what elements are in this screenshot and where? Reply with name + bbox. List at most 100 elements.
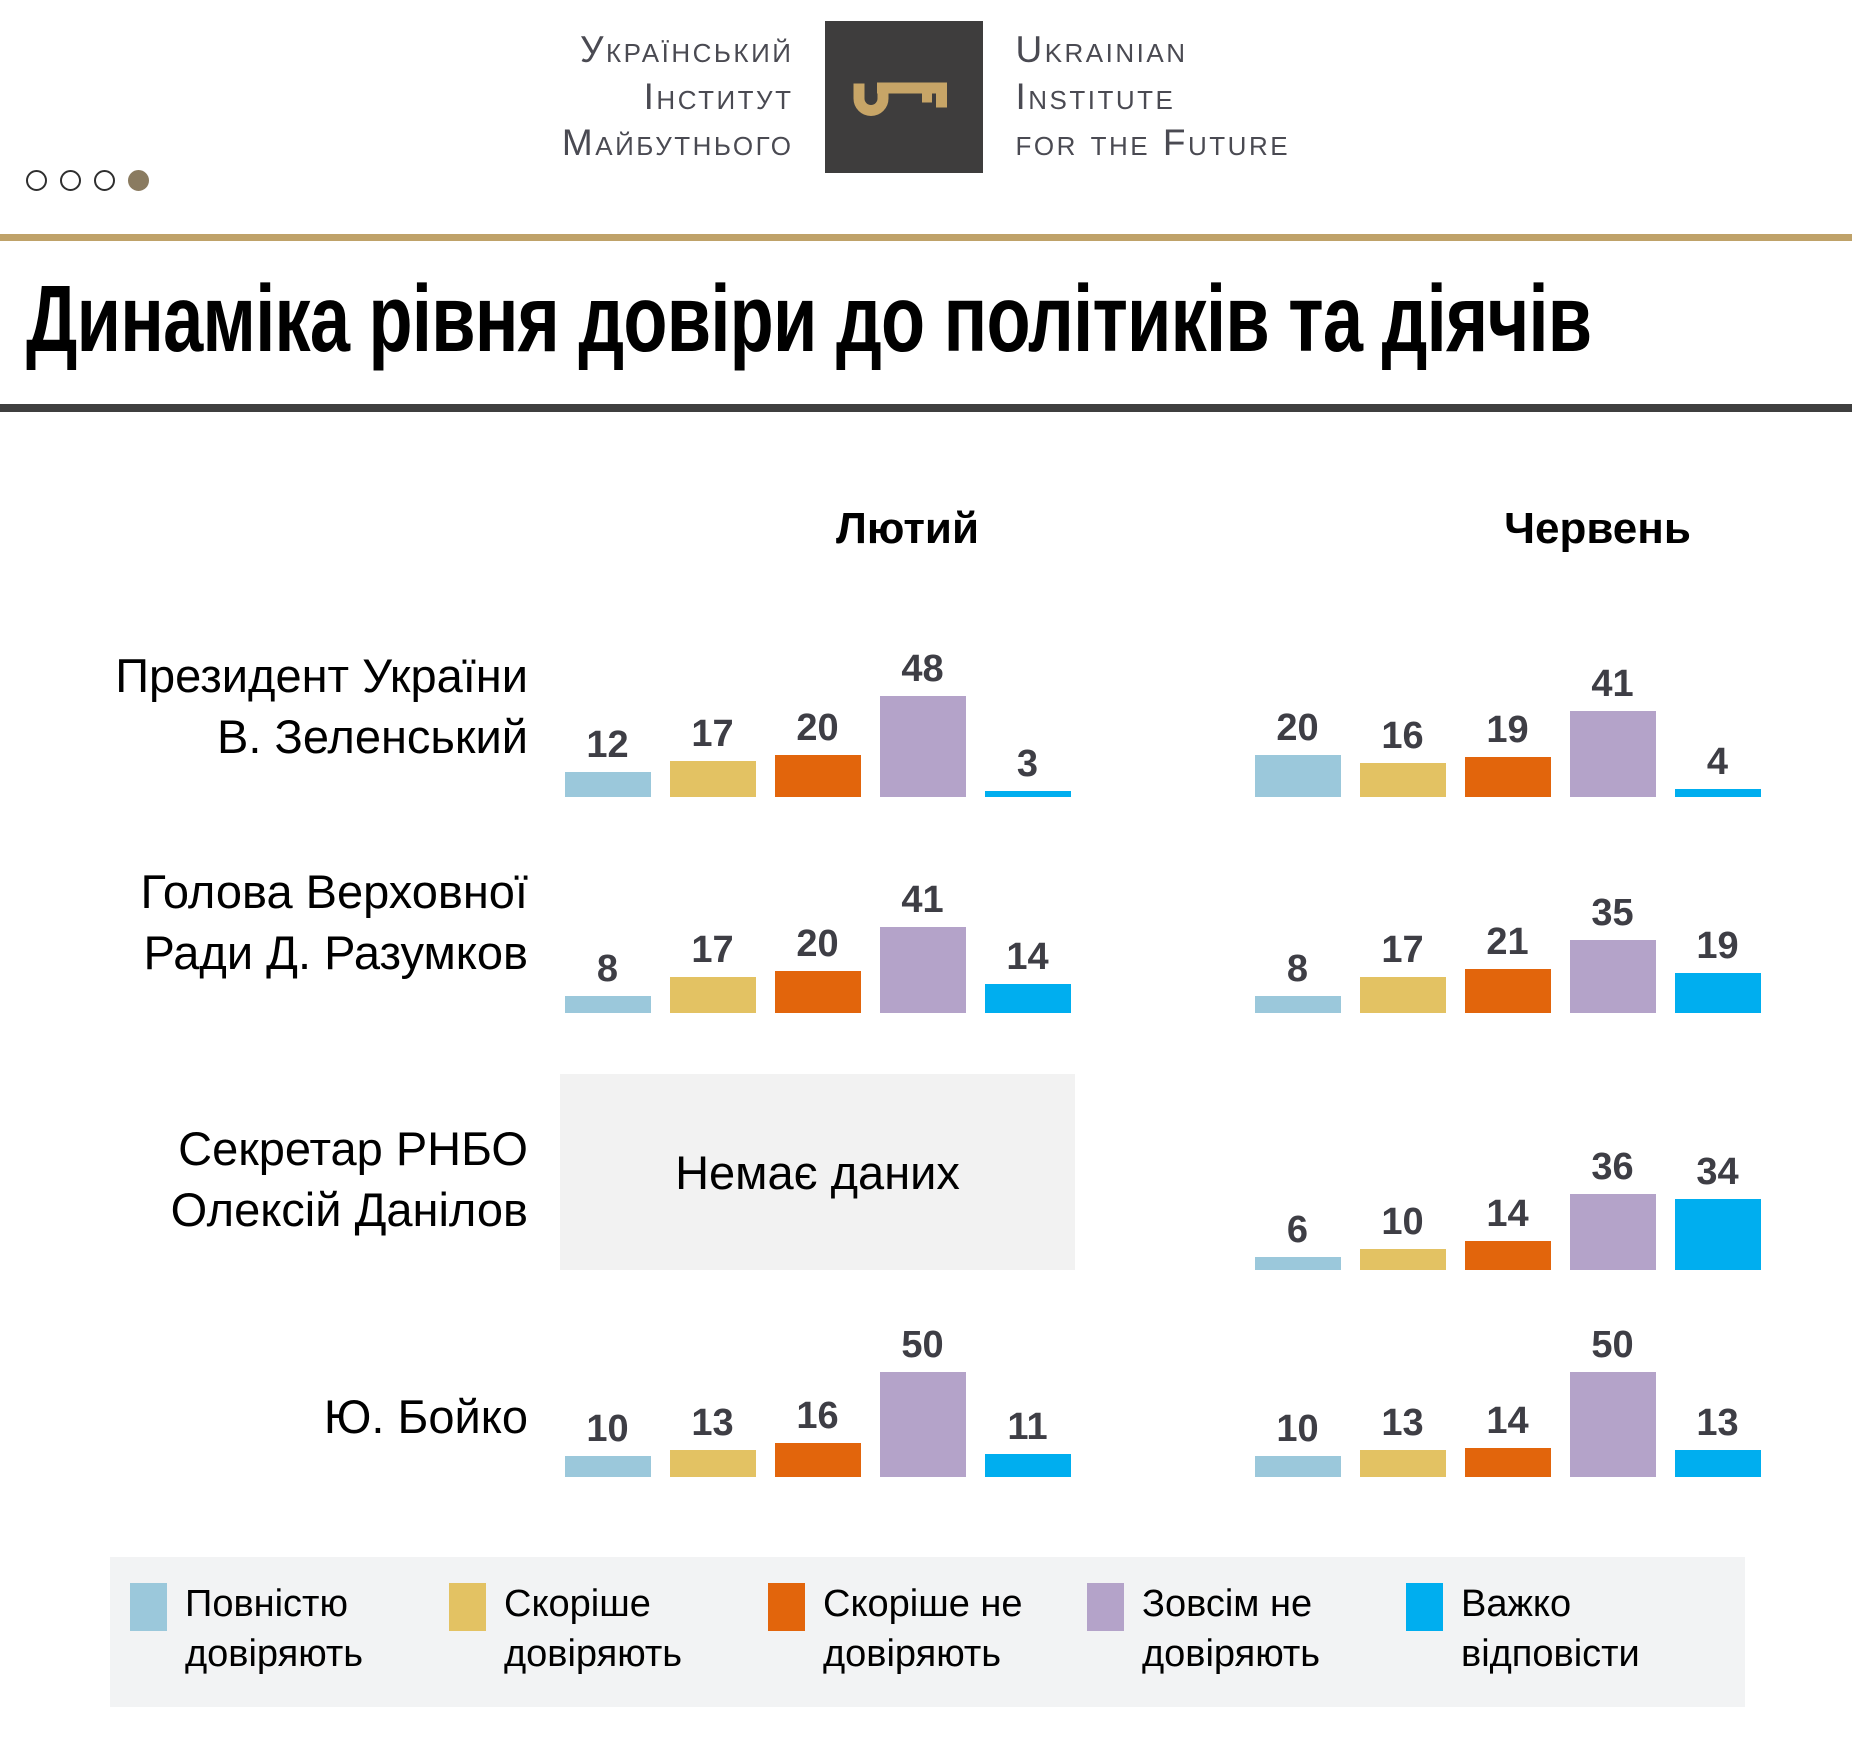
bar-with-value: 50: [879, 1324, 966, 1477]
chart-rows: Президент України В. Зеленський 12 17 20 48 3 2…: [0, 562, 1852, 1477]
bar-value: 41: [901, 878, 944, 921]
bar-value: 14: [1486, 1192, 1529, 1235]
bar-with-value: 41: [879, 878, 966, 1013]
bar: [1464, 1447, 1551, 1477]
bar: [669, 761, 756, 797]
bar-group-jun: 10 13 14 50 13: [1250, 1270, 1765, 1477]
legend-label: Повністю довіряють: [185, 1583, 364, 1676]
bar-group-feb: 12 17 20 48 3: [560, 562, 1075, 797]
bar-value: 34: [1696, 1150, 1739, 1193]
legend-swatch: [130, 1583, 167, 1631]
bar-value: 21: [1486, 920, 1529, 963]
column-gap: [1075, 1013, 1250, 1270]
bar: [1569, 939, 1656, 1013]
bar: [1254, 996, 1341, 1013]
bar: [669, 1449, 756, 1477]
bar-value: 13: [1696, 1401, 1739, 1444]
row-label: Голова Верховної Ради Д. Разумков: [0, 797, 560, 1013]
column-gap: [1075, 562, 1250, 797]
bar: [879, 926, 966, 1013]
bar-with-value: 41: [1569, 662, 1656, 797]
bar-value: 50: [901, 1324, 944, 1366]
row-label: Ю. Бойко: [0, 1270, 560, 1477]
bar-value: 11: [1007, 1405, 1048, 1448]
bar-with-value: 12: [564, 723, 651, 797]
bar: [984, 983, 1071, 1013]
bar: [1464, 968, 1551, 1013]
bar-with-value: 13: [669, 1402, 756, 1477]
bar: [879, 1372, 966, 1477]
column-gap: [1075, 797, 1250, 1013]
legend-item: Повністю довіряють: [130, 1579, 449, 1679]
bar: [1569, 710, 1656, 797]
logo-uk-line1: Український: [580, 28, 794, 70]
carousel-dot[interactable]: [60, 170, 81, 191]
row-label: Президент України В. Зеленський: [0, 562, 560, 797]
bar-with-value: 8: [1254, 948, 1341, 1013]
bar-value: 10: [1276, 1408, 1319, 1450]
bar-value: 35: [1591, 891, 1634, 934]
carousel-dot[interactable]: [94, 170, 115, 191]
bar-with-value: 14: [1464, 1192, 1551, 1270]
bar-with-value: 10: [1254, 1408, 1341, 1477]
bar-with-value: 50: [1569, 1324, 1656, 1477]
bar-group-jun: 20 16 19 41 4: [1250, 562, 1765, 797]
chart-row: Президент України В. Зеленський 12 17 20 48 3 2…: [0, 562, 1852, 797]
carousel-dot[interactable]: [26, 170, 47, 191]
bar: [1674, 1449, 1761, 1477]
bar-value: 14: [1006, 935, 1049, 978]
bar: [1359, 977, 1446, 1013]
bar-with-value: 36: [1569, 1146, 1656, 1270]
bar: [774, 1443, 861, 1477]
bar-value: 16: [796, 1395, 839, 1438]
column-headers: Лютий Червень: [0, 412, 1852, 562]
legend-label: Скоріше не довіряють: [823, 1583, 1023, 1676]
logo-box: [825, 21, 984, 173]
bar-value: 20: [796, 923, 839, 965]
bar-value: 19: [1696, 925, 1739, 968]
bar-with-value: 3: [984, 743, 1071, 797]
legend-label: Зовсім не довіряють: [1142, 1583, 1321, 1676]
bar-value: 41: [1591, 662, 1634, 705]
bar-with-value: 8: [564, 948, 651, 1013]
bar-value: 17: [1381, 929, 1424, 972]
chart-row: Голова Верховної Ради Д. Разумков 8 17 20 41 1…: [0, 797, 1852, 1013]
bar-value: 48: [901, 648, 944, 691]
bar-with-value: 10: [564, 1408, 651, 1477]
legend-swatch: [768, 1583, 805, 1631]
bar-with-value: 16: [774, 1395, 861, 1477]
key-icon: [853, 82, 948, 116]
bar-value: 20: [796, 707, 839, 749]
bar-value: 36: [1591, 1146, 1634, 1189]
bar-value: 14: [1486, 1399, 1529, 1442]
bar-value: 17: [691, 929, 734, 972]
bar: [774, 971, 861, 1013]
bar-group-jun: 8 17 21 35 19: [1250, 797, 1765, 1013]
bar: [1569, 1194, 1656, 1270]
bar-with-value: 17: [669, 929, 756, 1013]
bar: [669, 977, 756, 1013]
bar-value: 19: [1486, 709, 1529, 752]
bar-value: 16: [1381, 715, 1424, 758]
bar-with-value: 14: [1464, 1399, 1551, 1477]
logo-en-line1: Ukrainian: [1015, 28, 1188, 70]
bar: [1674, 788, 1761, 797]
bar-with-value: 19: [1674, 925, 1761, 1013]
bar: [1254, 755, 1341, 797]
bar-with-value: 20: [774, 707, 861, 797]
row-label-line: Голова Верховної: [140, 864, 528, 918]
bar: [1464, 757, 1551, 797]
bar-value: 8: [596, 948, 619, 991]
no-data-box: Немає даних: [560, 1074, 1075, 1270]
carousel-dot[interactable]: [128, 170, 149, 191]
bar-value: 4: [1706, 740, 1729, 783]
bar: [564, 996, 651, 1013]
logo: Український Інститут Майбутнього Ukraini…: [0, 0, 1852, 182]
bar: [984, 790, 1071, 797]
bar-value: 12: [586, 723, 629, 766]
bar-with-value: 17: [1359, 929, 1446, 1013]
bar: [879, 696, 966, 797]
bar-with-value: 6: [1254, 1209, 1341, 1270]
bar: [1674, 973, 1761, 1013]
bar-with-value: 21: [1464, 920, 1551, 1013]
